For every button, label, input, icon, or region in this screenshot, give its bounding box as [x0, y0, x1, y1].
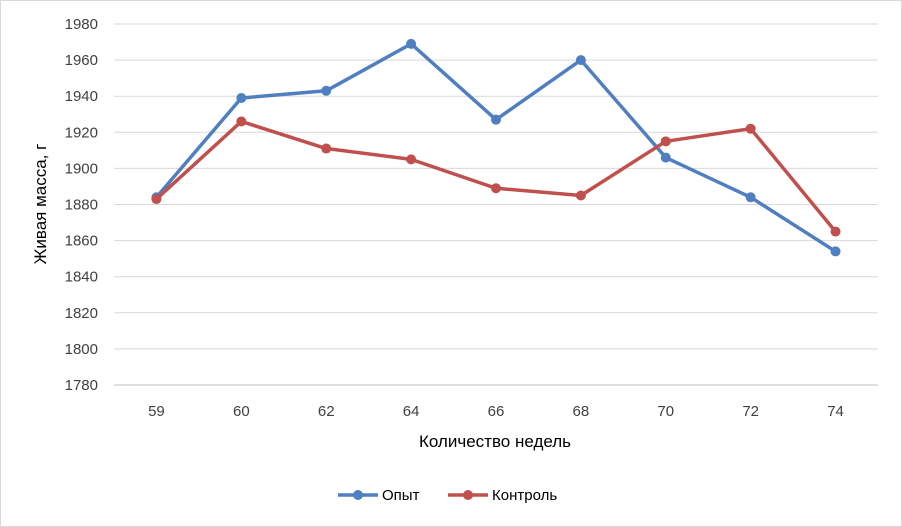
x-tick-label: 74 — [827, 403, 844, 420]
data-point — [745, 192, 756, 203]
x-tick-label: 72 — [742, 403, 759, 420]
data-point — [575, 55, 586, 66]
series-1 — [151, 38, 841, 257]
data-point — [491, 183, 501, 194]
legend: Опыт Контроль — [338, 487, 557, 504]
y-tick-label: 1840 — [65, 269, 98, 286]
legend-label: Контроль — [492, 487, 557, 504]
legend-item-2: Контроль — [448, 487, 557, 504]
data-point — [406, 38, 417, 49]
y-axis-title: Живая масса, г — [31, 144, 50, 265]
series-line-2 — [154, 119, 838, 234]
y-tick-label: 1940 — [65, 88, 98, 105]
y-tick-label: 1860 — [65, 233, 98, 250]
series-line-1 — [154, 42, 838, 254]
y-tick-label: 1920 — [65, 124, 98, 141]
y-tick-label: 1780 — [65, 377, 98, 394]
data-point — [406, 154, 417, 165]
data-point — [491, 114, 501, 125]
x-tick-label: 68 — [573, 403, 590, 420]
legend-marker — [463, 490, 473, 500]
series-2 — [151, 116, 841, 237]
x-tick-label: 59 — [148, 403, 165, 420]
x-tick-label: 62 — [318, 403, 335, 420]
legend-label: Опыт — [382, 487, 420, 504]
series-layer — [151, 38, 841, 257]
x-tick-label: 64 — [403, 403, 420, 420]
data-point — [830, 246, 841, 257]
data-point — [321, 143, 332, 154]
x-tick-label: 60 — [233, 403, 250, 420]
data-point — [575, 190, 586, 201]
data-point — [151, 194, 162, 205]
y-tick-labels: 1780 1800 1820 1840 1860 1880 1900 1920 1940 1960… — [65, 16, 98, 394]
y-tick-label: 1980 — [65, 16, 98, 33]
x-tick-labels: 59 60 62 64 66 68 70 72 74 — [148, 403, 844, 420]
y-tick-label: 1820 — [65, 305, 98, 322]
data-point — [745, 123, 756, 134]
x-axis-title: Количество недель — [419, 432, 571, 451]
data-point — [660, 152, 671, 163]
legend-marker — [353, 490, 363, 500]
y-tick-label: 1900 — [65, 160, 98, 177]
x-tick-label: 70 — [657, 403, 674, 420]
y-tick-label: 1880 — [65, 197, 98, 214]
data-point — [236, 116, 247, 127]
data-point — [321, 85, 332, 96]
y-tick-label: 1960 — [65, 52, 98, 69]
y-tick-label: 1800 — [65, 341, 98, 358]
legend-item-1: Опыт — [338, 487, 420, 504]
data-point — [236, 93, 247, 104]
data-point — [830, 226, 841, 237]
data-point — [660, 136, 671, 147]
x-tick-label: 66 — [488, 403, 505, 420]
